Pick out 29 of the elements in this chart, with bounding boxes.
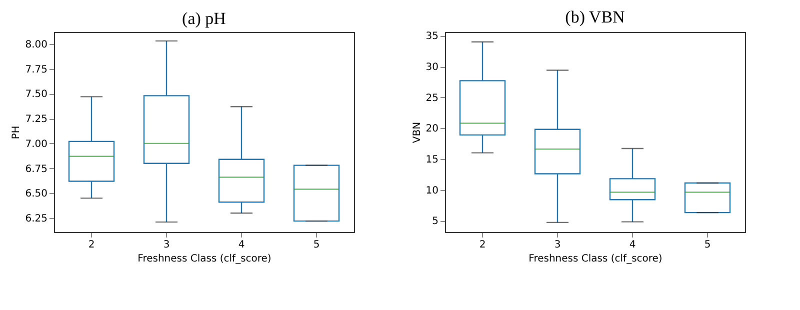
x-tick-label: 2 bbox=[88, 240, 95, 250]
x-tick-label: 3 bbox=[554, 240, 561, 250]
y-tick-label: 6.25 bbox=[25, 214, 48, 225]
x-tick-label: 3 bbox=[163, 240, 170, 250]
y-tick-label: 7.75 bbox=[25, 64, 48, 76]
x-tick-label: 4 bbox=[238, 240, 245, 250]
y-tick-label: 5 bbox=[432, 216, 438, 228]
x-axis-title: Freshness Class (clf_score) bbox=[528, 254, 662, 264]
y-tick-label: 20 bbox=[426, 124, 438, 135]
y-tick-label: 7.25 bbox=[25, 114, 48, 126]
y-tick-label: 6.75 bbox=[25, 164, 48, 175]
x-tick-label: 4 bbox=[629, 240, 636, 250]
y-tick-label: 35 bbox=[426, 31, 438, 42]
chart-title: (a) pH bbox=[182, 9, 226, 28]
x-tick-label: 5 bbox=[313, 240, 320, 250]
x-axis-title: Freshness Class (clf_score) bbox=[138, 254, 272, 264]
x-tick-label: 5 bbox=[704, 240, 711, 250]
x-tick-label: 2 bbox=[479, 240, 486, 250]
y-tick-label: 10 bbox=[426, 185, 438, 196]
y-axis-title: VBN bbox=[412, 122, 423, 144]
chart-title: (b) VBN bbox=[565, 8, 625, 27]
y-tick-label: 8.00 bbox=[25, 39, 48, 50]
y-tick-label: 6.50 bbox=[25, 188, 48, 200]
y-tick-label: 25 bbox=[426, 92, 438, 104]
y-tick-label: 30 bbox=[426, 62, 438, 74]
y-axis-title: PH bbox=[11, 126, 22, 140]
y-tick-label: 7.00 bbox=[25, 138, 48, 150]
y-tick-label: 15 bbox=[426, 154, 438, 166]
y-tick-label: 7.50 bbox=[25, 89, 48, 100]
